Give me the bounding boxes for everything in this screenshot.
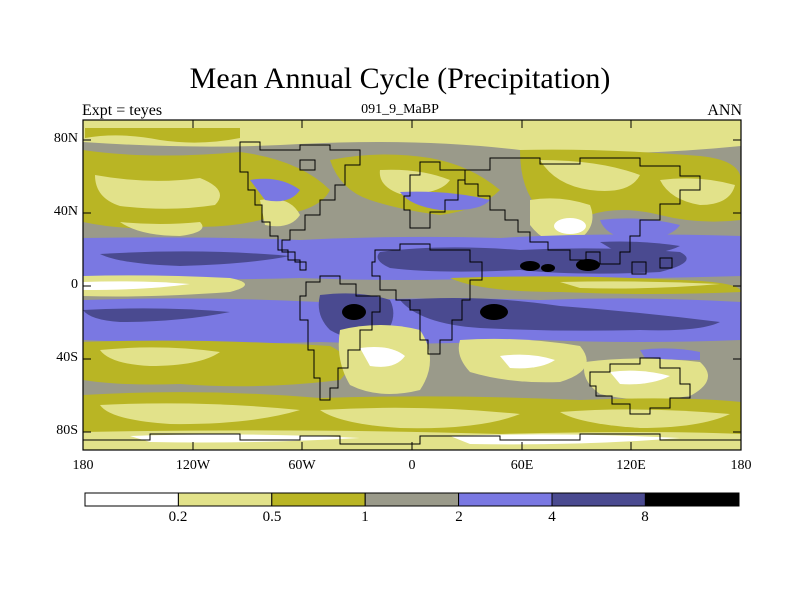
colorbar-label-4: 4 (548, 509, 556, 525)
lon-label-120e: 120E (616, 458, 646, 473)
lon-label-60e: 60E (510, 458, 534, 473)
colorbar-label-1: 1 (361, 509, 369, 525)
coastlines (83, 141, 741, 445)
colorbar-box-6 (551, 492, 646, 507)
lon-label-180e: 180 (730, 458, 752, 473)
colorbar-box-3 (271, 492, 366, 507)
season-label: ANN (707, 102, 742, 119)
colorbar-box-2 (177, 492, 273, 507)
experiment-label: Expt = teyes (82, 102, 163, 119)
colorbar-box-1 (84, 492, 179, 507)
precipitation-field (83, 120, 741, 450)
lat-label-0: 0 (71, 277, 78, 292)
lon-label-0: 0 (408, 458, 416, 473)
plot-title: Mean Annual Cycle (Precipitation) (189, 62, 611, 95)
colorbar (84, 492, 740, 507)
lon-label-120w: 120W (175, 458, 211, 473)
lon-label-60w: 60W (288, 458, 316, 473)
colorbar-box-7 (644, 492, 740, 507)
lon-ticks (82, 120, 742, 450)
colorbar-label-0-2: 0.2 (168, 509, 188, 525)
lat-label-40n: 40N (53, 204, 78, 219)
colorbar-box-4 (364, 492, 460, 507)
run-id-label: 091_9_MaBP (361, 102, 439, 117)
lat-label-80s: 80S (56, 423, 78, 438)
lat-label-80n: 80N (53, 131, 78, 146)
colorbar-label-2: 2 (455, 509, 463, 525)
colorbar-label-8: 8 (641, 509, 649, 525)
lat-ticks (83, 139, 741, 433)
colorbar-box-5 (458, 492, 553, 507)
colorbar-label-0-5: 0.5 (262, 509, 282, 525)
lat-label-40s: 40S (56, 350, 78, 365)
lon-label-180w: 180 (72, 458, 94, 473)
